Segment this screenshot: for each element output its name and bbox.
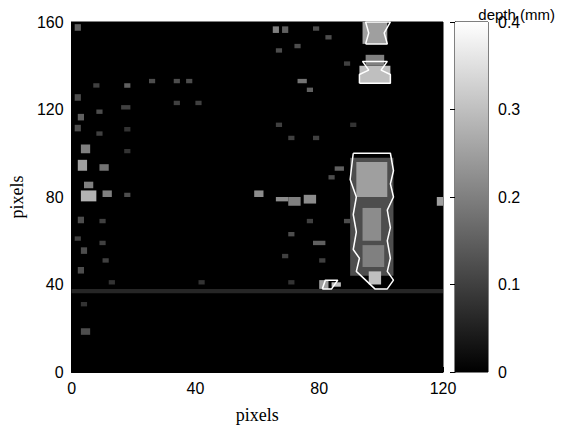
svg-text:80: 80 — [46, 189, 64, 206]
svg-text:120: 120 — [430, 380, 457, 397]
svg-text:0: 0 — [498, 364, 507, 381]
svg-text:0: 0 — [67, 380, 76, 397]
svg-text:120: 120 — [37, 101, 64, 118]
svg-text:80: 80 — [310, 380, 328, 397]
svg-text:depth (mm): depth (mm) — [478, 6, 555, 23]
svg-text:pixels: pixels — [236, 405, 279, 425]
svg-text:0.1: 0.1 — [498, 276, 520, 293]
svg-text:pixels: pixels — [7, 176, 27, 219]
svg-text:40: 40 — [186, 380, 204, 397]
svg-text:40: 40 — [46, 276, 64, 293]
svg-text:0: 0 — [55, 364, 64, 381]
svg-text:160: 160 — [37, 14, 64, 31]
svg-text:0.3: 0.3 — [498, 101, 520, 118]
svg-text:0.2: 0.2 — [498, 189, 520, 206]
